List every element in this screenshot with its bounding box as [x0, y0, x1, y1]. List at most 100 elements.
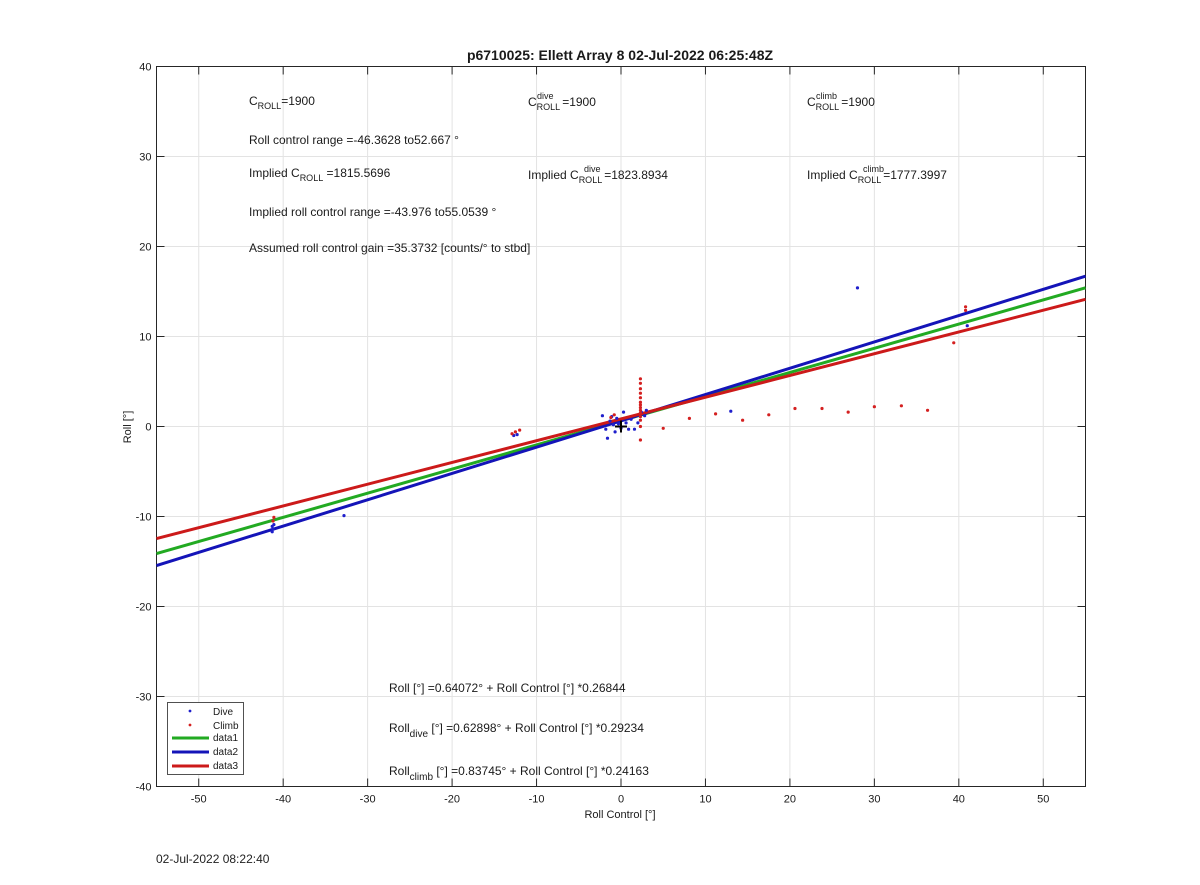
x-tick-label: 20 — [784, 794, 796, 806]
point-climb — [820, 406, 824, 411]
point-dive — [604, 427, 608, 431]
point-dive — [729, 409, 733, 413]
x-tick-label: -40 — [275, 794, 291, 806]
point-dive — [613, 430, 617, 434]
point-climb — [741, 418, 745, 422]
legend-entry-data2: data2 — [172, 747, 238, 758]
point-climb — [963, 305, 968, 309]
annotation-implied-range: Implied roll control range =-43.976 to55… — [249, 205, 496, 219]
annotation-croll: CROLL=1900 — [249, 94, 315, 111]
point-climb — [510, 432, 514, 436]
point-dive — [643, 414, 647, 418]
annotation-croll-climb-sup: climb — [816, 91, 837, 101]
annotation-implied-croll-climb: Implied CROLL =1777.3997 — [807, 168, 947, 185]
point-climb — [638, 415, 643, 419]
point-dive — [629, 417, 633, 421]
point-climb — [767, 413, 771, 417]
annotation-roll-range: Roll control range =-46.3628 to52.667 ° — [249, 133, 459, 147]
point-climb — [793, 406, 797, 411]
y-tick-label: -10 — [136, 512, 152, 524]
point-climb — [638, 406, 643, 410]
point-climb — [846, 410, 850, 414]
point-climb — [638, 411, 643, 415]
annotation-implied-croll: Implied CROLL =1815.5696 — [249, 166, 391, 183]
annotations: CROLL=1900 CROLL =1900 dive CROLL =1900 cl… — [249, 91, 947, 783]
point-climb — [272, 515, 276, 520]
annotation-fit-dive: Rolldive [°] =0.62898° + Roll Control [°… — [389, 721, 644, 740]
x-tick-label: -20 — [444, 794, 460, 806]
point-climb — [638, 408, 643, 412]
axis-ticks: -50 -40 -30 -20 -10 0 10 20 30 40 50 -40 -30 -20 -10 0 1… — [136, 62, 1086, 806]
y-tick-label: 0 — [145, 422, 151, 434]
x-tick-label: -30 — [360, 794, 376, 806]
point-dive — [965, 324, 969, 328]
point-dive — [632, 427, 637, 431]
point-dive — [608, 419, 612, 423]
point-dive — [342, 514, 346, 518]
point-climb — [638, 424, 643, 429]
point-dive — [636, 421, 640, 425]
x-tick-label: 40 — [953, 794, 965, 806]
legend-label-data1: data1 — [213, 733, 238, 744]
point-climb — [638, 387, 643, 391]
point-climb — [661, 426, 665, 430]
x-tick-label: 0 — [618, 794, 624, 806]
point-dive — [515, 433, 519, 437]
point-dive — [616, 422, 621, 426]
legend-label-climb: Climb — [213, 721, 239, 732]
y-tick-label: -30 — [136, 692, 152, 704]
legend-entry-data3: data3 — [172, 761, 238, 772]
point-dive — [644, 408, 648, 412]
point-climb — [638, 400, 643, 404]
point-climb — [518, 428, 522, 432]
x-tick-label: -10 — [529, 794, 545, 806]
annotation-gain: Assumed roll control gain =35.3732 [coun… — [249, 241, 530, 255]
point-climb — [638, 381, 643, 385]
point-dive — [605, 436, 610, 440]
point-climb — [687, 416, 692, 420]
legend-marker-dive — [188, 709, 192, 713]
point-dive — [271, 527, 275, 531]
annotation-croll-climb: CROLL =1900 — [807, 95, 875, 112]
point-climb — [638, 396, 643, 400]
point-climb — [899, 404, 903, 408]
legend-label-dive: Dive — [213, 707, 233, 718]
legend-entry-dive: Dive — [188, 707, 233, 718]
point-dive — [611, 423, 615, 427]
y-axis-label: Roll [°] — [122, 411, 134, 444]
x-axis-label: Roll Control [°] — [584, 809, 655, 821]
point-climb — [638, 418, 643, 422]
annotation-implied-croll-dive-sup: dive — [584, 164, 601, 174]
point-dive — [627, 427, 631, 431]
legend: Dive Climb data1 data2 data3 — [167, 702, 244, 775]
point-dive — [855, 286, 860, 290]
legend-entry-climb: Climb — [188, 721, 239, 732]
point-climb — [925, 408, 930, 412]
annotation-croll-dive: CROLL =1900 — [528, 95, 596, 112]
x-tick-label: 30 — [868, 794, 880, 806]
point-climb — [638, 391, 643, 395]
point-climb — [271, 519, 275, 523]
chart-title: p6710025: Ellett Array 8 02-Jul-2022 06:… — [467, 47, 774, 63]
point-climb — [872, 405, 876, 409]
legend-entry-data1: data1 — [172, 733, 238, 744]
y-tick-label: -40 — [136, 782, 152, 794]
y-tick-label: 30 — [139, 152, 151, 164]
y-tick-label: -20 — [136, 602, 152, 614]
x-tick-label: 10 — [699, 794, 711, 806]
annotation-implied-croll-dive: Implied CROLL =1823.8934 — [528, 168, 668, 185]
point-climb — [609, 415, 613, 420]
y-tick-label: 40 — [139, 62, 151, 74]
annotation-croll-dive-sup: dive — [537, 91, 554, 101]
legend-label-data3: data3 — [213, 761, 238, 772]
annotation-fit-all: Roll [°] =0.64072° + Roll Control [°] *0… — [389, 681, 626, 695]
x-tick-label: -50 — [191, 794, 207, 806]
point-dive — [600, 414, 605, 418]
y-tick-label: 10 — [139, 332, 151, 344]
x-tick-label: 50 — [1037, 794, 1049, 806]
point-climb — [713, 412, 718, 416]
point-dive — [270, 530, 274, 534]
annotation-implied-croll-climb-sup: climb — [863, 164, 884, 174]
point-dive — [615, 416, 619, 420]
